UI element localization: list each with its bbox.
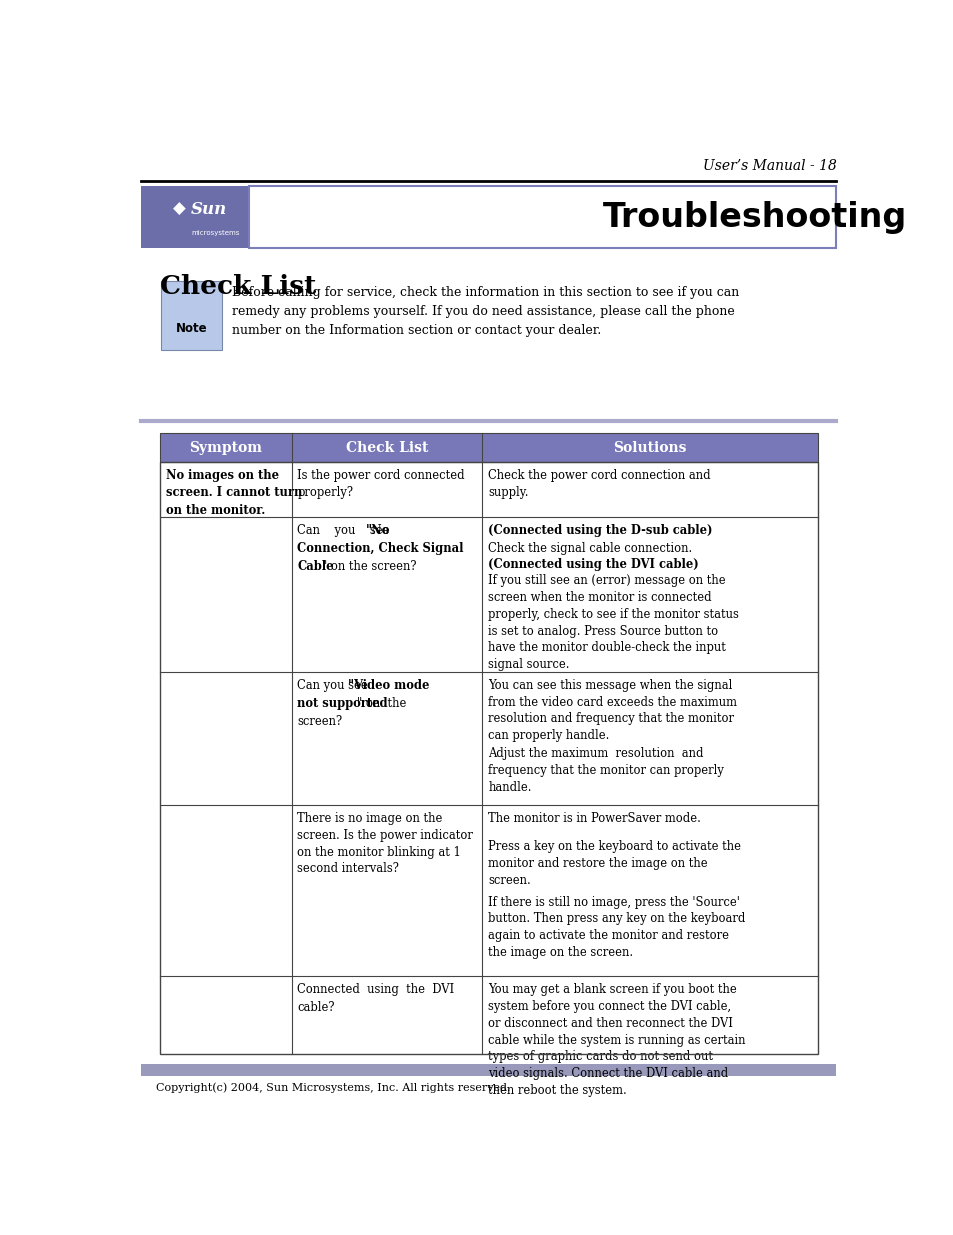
Text: (Connected using the DVI cable): (Connected using the DVI cable) (488, 558, 699, 571)
Text: Solutions: Solutions (613, 441, 686, 454)
Text: Connection, Check Signal: Connection, Check Signal (297, 542, 463, 555)
Text: You may get a blank screen if you boot the
system before you connect the DVI cab: You may get a blank screen if you boot t… (488, 983, 745, 1097)
Text: Can    you    see: Can you see (297, 524, 404, 537)
Text: Check List: Check List (160, 274, 316, 299)
Text: remedy any problems yourself. If you do need assistance, please call the phone: remedy any problems yourself. If you do … (232, 305, 734, 319)
Text: Adjust the maximum  resolution  and
frequency that the monitor can properly
hand: Adjust the maximum resolution and freque… (488, 747, 723, 794)
Text: Check the signal cable connection.: Check the signal cable connection. (488, 542, 692, 555)
Text: Check List: Check List (345, 441, 428, 454)
Text: screen?: screen? (297, 715, 342, 727)
Text: Can you see: Can you see (297, 679, 372, 692)
Text: "No: "No (366, 524, 390, 537)
Text: There is no image on the
screen. Is the power indicator
on the monitor blinking : There is no image on the screen. Is the … (297, 811, 473, 876)
Text: Troubleshooting: Troubleshooting (602, 200, 906, 233)
Text: (Connected using the D-sub cable): (Connected using the D-sub cable) (488, 524, 712, 537)
Text: Before calling for service, check the information in this section to see if you : Before calling for service, check the in… (232, 287, 739, 299)
Bar (160, 433, 817, 462)
Text: not supported: not supported (297, 697, 388, 710)
Text: Press a key on the keyboard to activate the
monitor and restore the image on the: Press a key on the keyboard to activate … (488, 841, 740, 887)
Bar (161, 282, 222, 350)
Text: If there is still no image, press the 'Source'
button. Then press any key on the: If there is still no image, press the 'S… (488, 895, 745, 960)
Text: If you still see an (error) message on the
screen when the monitor is connected
: If you still see an (error) message on t… (488, 574, 739, 672)
Text: microsystems: microsystems (191, 230, 239, 236)
Text: No images on the
screen. I cannot turn
on the monitor.: No images on the screen. I cannot turn o… (166, 468, 302, 516)
Text: Copyright(c) 2004, Sun Microsystems, Inc. All rights reserved.: Copyright(c) 2004, Sun Microsystems, Inc… (156, 1082, 510, 1093)
Text: Symptom: Symptom (189, 441, 262, 454)
Text: " on  the: " on the (357, 697, 406, 710)
Text: ◆: ◆ (173, 200, 186, 219)
Text: number on the Information section or contact your dealer.: number on the Information section or con… (232, 324, 600, 337)
Bar (249, 186, 836, 248)
Text: Note: Note (175, 322, 208, 335)
Text: Sun: Sun (191, 200, 227, 217)
Bar (141, 186, 249, 248)
Text: " on the screen?: " on the screen? (321, 559, 416, 573)
Bar (141, 1065, 836, 1077)
Text: Is the power cord connected
properly?: Is the power cord connected properly? (297, 468, 464, 499)
Text: "Video mode: "Video mode (347, 679, 429, 692)
Text: Check the power cord connection and
supply.: Check the power cord connection and supp… (488, 468, 710, 499)
Text: The monitor is in PowerSaver mode.: The monitor is in PowerSaver mode. (488, 811, 700, 825)
Text: You can see this message when the signal
from the video card exceeds the maximum: You can see this message when the signal… (488, 679, 737, 742)
Text: User’s Manual - 18: User’s Manual - 18 (701, 159, 836, 173)
Text: Cable: Cable (297, 559, 334, 573)
Text: Connected  using  the  DVI
cable?: Connected using the DVI cable? (297, 983, 454, 1014)
Bar (160, 462, 817, 1053)
